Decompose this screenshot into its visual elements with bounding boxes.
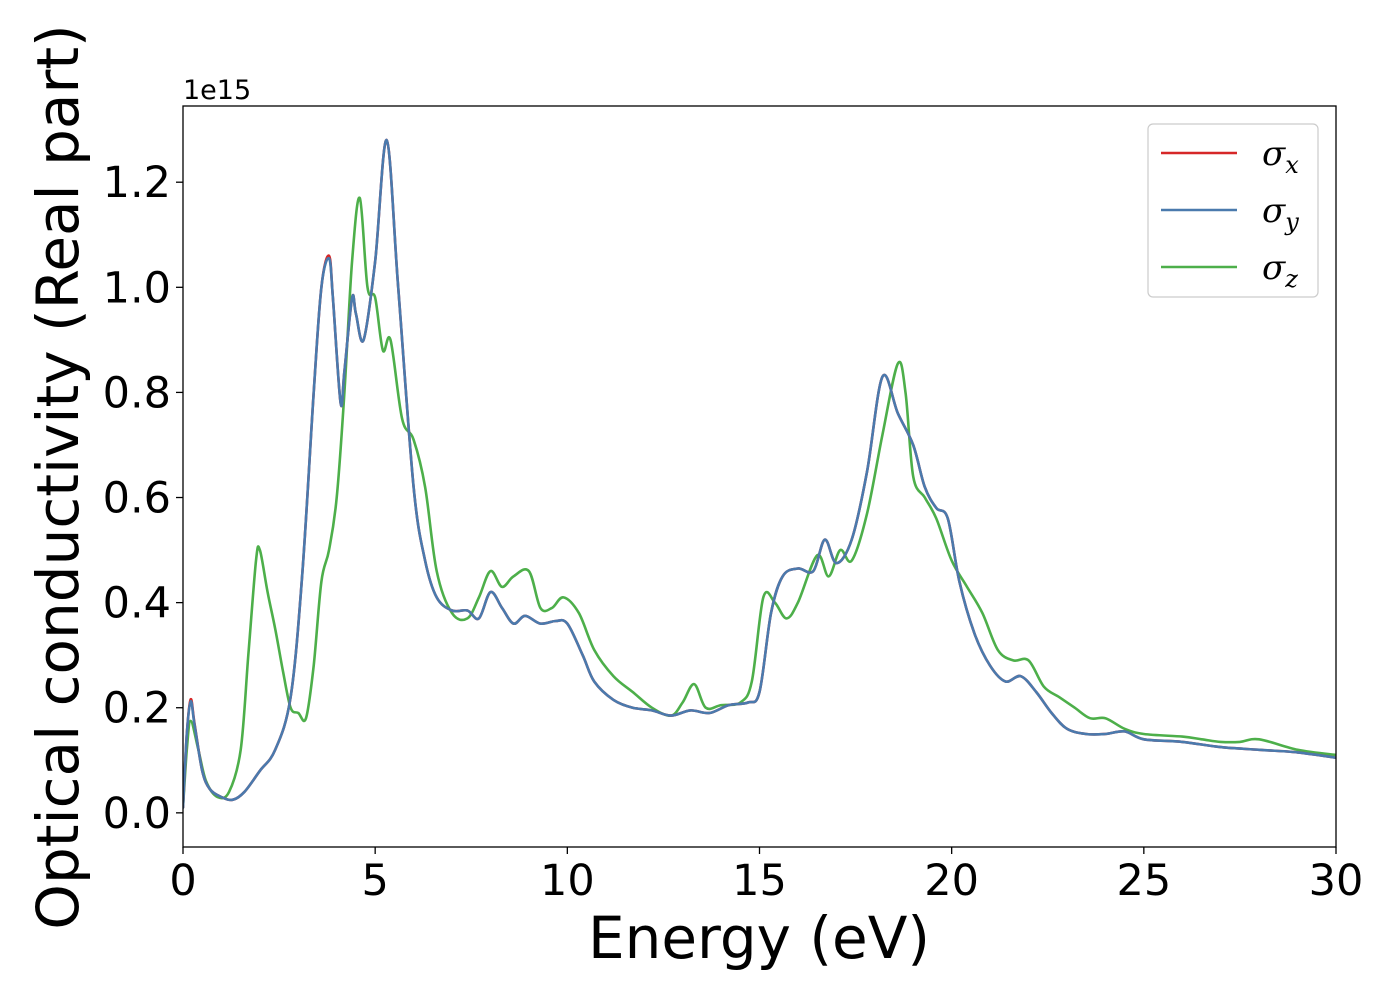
y-tick-label: 0.4	[103, 579, 171, 629]
series-layer	[183, 138, 1336, 809]
legend-symbol: σ	[1262, 191, 1286, 231]
legend-subscript: x	[1285, 151, 1299, 179]
y-axis: 0.0 0.2 0.4 0.6 0.8 1.0 1.2	[103, 158, 183, 839]
y-tick-label: 0.0	[103, 789, 171, 839]
x-tick-label: 15	[732, 856, 787, 906]
x-tick-label: 25	[1116, 856, 1171, 906]
legend-subscript: z	[1284, 265, 1298, 293]
legend-label-z: σz	[1262, 248, 1298, 293]
y-tick-label: 1.0	[103, 263, 171, 313]
plot-area	[182, 105, 1337, 848]
x-tick-label: 20	[924, 856, 979, 906]
series-line-y	[183, 138, 1336, 809]
x-axis: 0 5 10 15 20 25 30	[169, 847, 1363, 906]
y-axis-label: Optical conductivity (Real part)	[24, 24, 92, 929]
x-tick-label: 5	[361, 856, 388, 906]
x-tick-label: 10	[540, 856, 595, 906]
x-axis-label: Energy (eV)	[588, 904, 930, 972]
y-tick-label: 1.2	[103, 158, 171, 208]
legend-subscript: y	[1284, 208, 1299, 236]
y-tick-label: 0.8	[103, 368, 171, 418]
legend-label-y: σy	[1262, 191, 1299, 236]
x-tick-label: 30	[1309, 856, 1364, 906]
y-tick-label: 0.2	[103, 684, 171, 734]
legend-symbol: σ	[1262, 248, 1286, 288]
x-tick-label: 0	[169, 856, 196, 906]
legend-symbol: σ	[1262, 134, 1286, 174]
y-tick-label: 0.6	[103, 474, 171, 524]
series-line-z	[183, 196, 1336, 809]
y-offset-label: 1e15	[183, 75, 251, 106]
legend-label-x: σx	[1262, 134, 1299, 179]
